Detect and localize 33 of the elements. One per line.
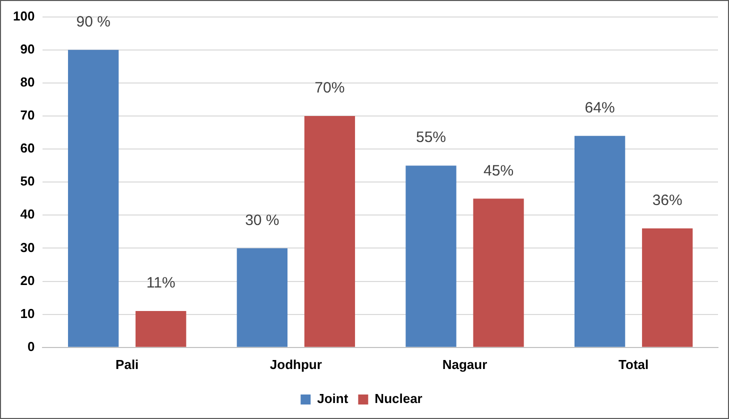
y-tick-label: 20	[20, 272, 35, 288]
bar	[68, 50, 119, 347]
data-label: 36%	[652, 192, 682, 210]
y-tick-label: 0	[27, 338, 35, 354]
y-tick-label: 40	[20, 206, 35, 222]
bar	[136, 311, 186, 347]
bar	[304, 116, 356, 347]
bar	[473, 198, 524, 347]
y-tick-label: 50	[20, 174, 35, 189]
data-label: 45%	[484, 162, 514, 180]
data-label: 90 %	[76, 14, 110, 30]
data-label: 64%	[584, 99, 615, 116]
y-tick-label: 80	[20, 74, 35, 90]
bar	[406, 166, 456, 347]
data-label: 30 %	[245, 212, 280, 229]
x-tick-label: Nagaur	[442, 356, 488, 372]
y-tick-label: 10	[20, 306, 35, 321]
data-label: 70%	[314, 80, 345, 97]
bar	[642, 228, 693, 347]
y-tick-label: 70	[20, 108, 35, 123]
y-tick-label: 90	[20, 41, 35, 56]
y-tick-label: 60	[20, 140, 35, 156]
data-label: 55%	[416, 129, 446, 146]
bar	[236, 248, 288, 347]
y-tick-label: 100	[12, 8, 35, 24]
bar	[574, 136, 626, 347]
x-tick-label: Jodhpur	[270, 356, 322, 372]
data-label: 11%	[146, 274, 176, 292]
x-tick-label: Pali	[116, 356, 139, 372]
x-tick-label: Total	[618, 356, 649, 372]
legend-label: Joint	[317, 391, 349, 406]
y-tick-label: 30	[20, 240, 35, 255]
legend-label: Nuclear	[374, 391, 422, 406]
